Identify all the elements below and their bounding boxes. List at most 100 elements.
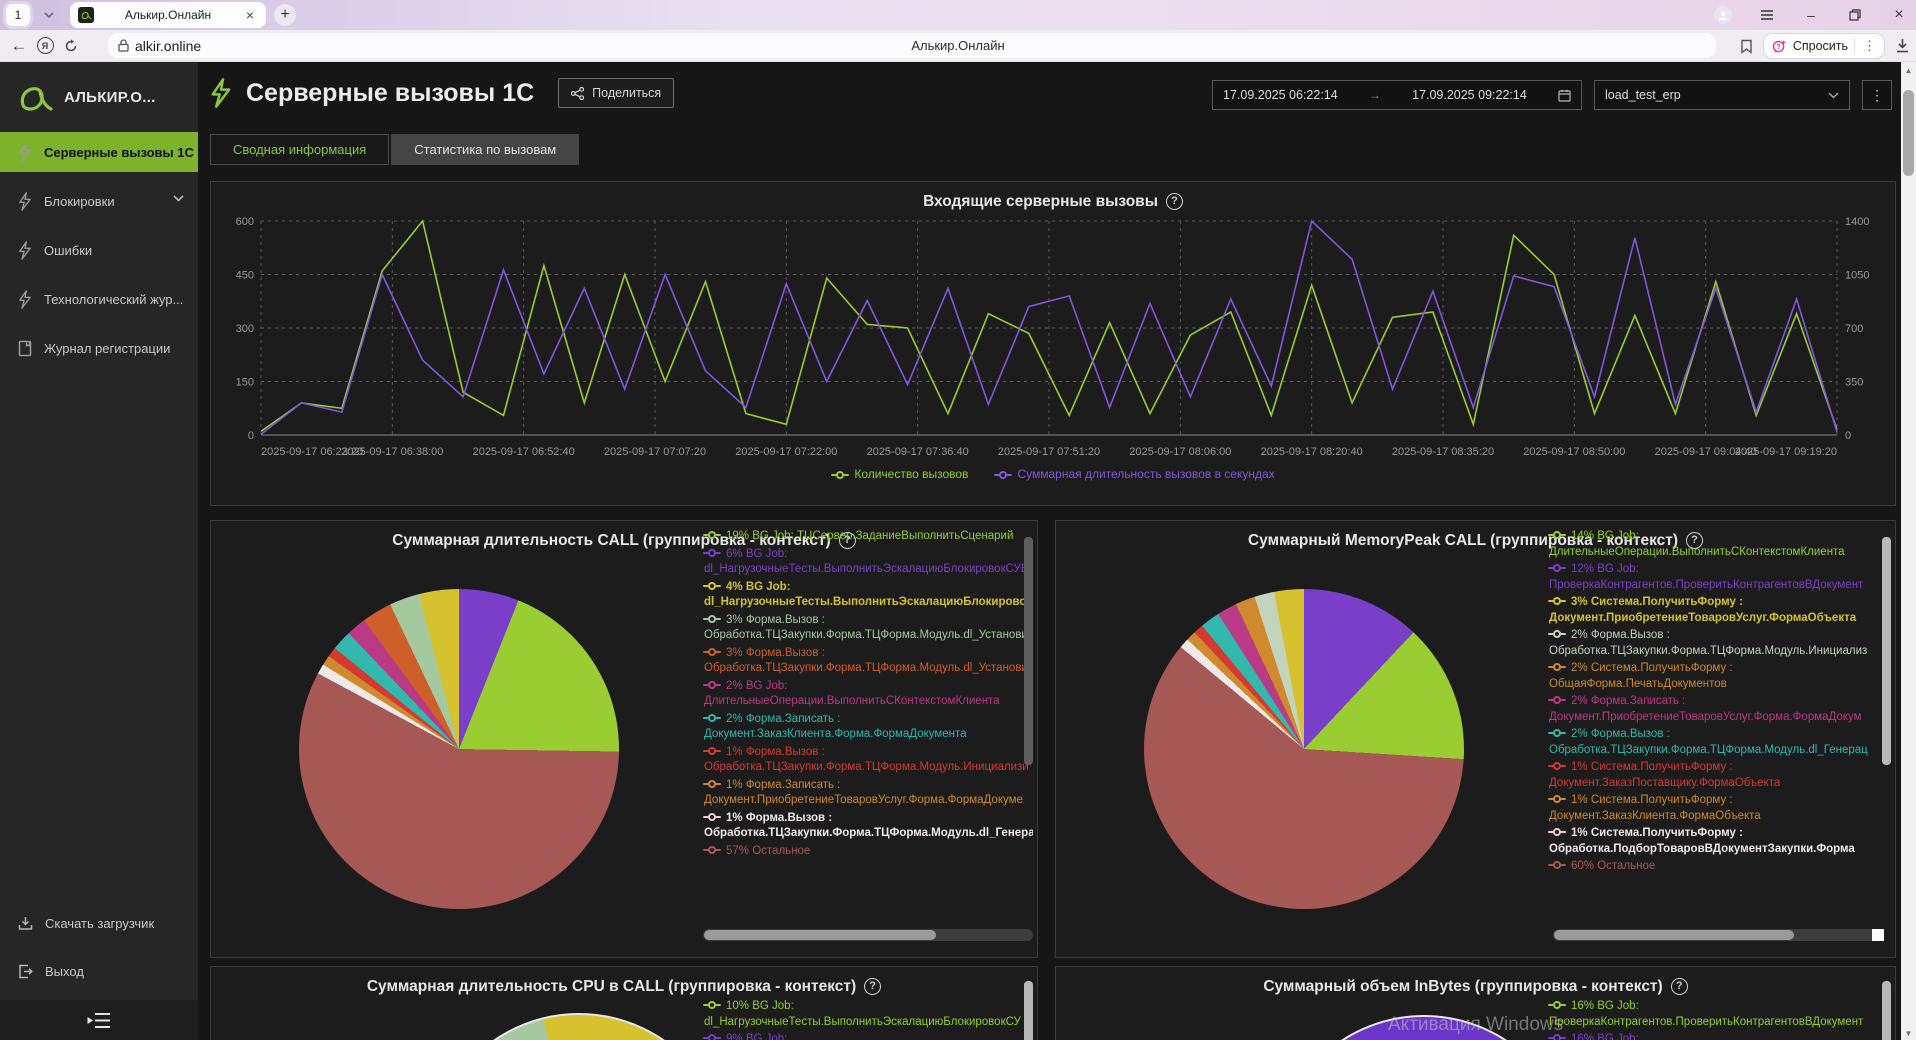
legend-marker bbox=[1548, 563, 1566, 572]
ask-ai-button[interactable]: ? Спросить ⋮ bbox=[1762, 33, 1885, 59]
legend-item[interactable]: 12% BG Job: ПроверкаКонтрагентов.Проверит… bbox=[1548, 563, 1864, 591]
yandex-services-icon[interactable]: Я bbox=[32, 37, 58, 54]
legend-item[interactable]: 19% BG Job: ТЦСервер.ЗаданиеВыполнитьСце… bbox=[703, 529, 1033, 545]
date-range-picker[interactable]: 17.09.2025 06:22:14 → 17.09.2025 09:22:1… bbox=[1212, 80, 1582, 110]
legend-item[interactable]: 2% Форма.Записать : Документ.Приобретение… bbox=[1548, 695, 1862, 723]
legend-vertical-scrollbar[interactable] bbox=[1024, 537, 1033, 765]
legend-item[interactable]: 10% BG Job: dl_НагрузочныеТесты.Выполнить… bbox=[703, 1000, 1021, 1028]
tab-group-chevron-icon[interactable] bbox=[38, 4, 60, 26]
legend-vertical-scrollbar[interactable] bbox=[1882, 981, 1891, 1040]
window-minimize-button[interactable]: – bbox=[1807, 7, 1815, 23]
legend-item[interactable]: 2% Форма.Вызов : Обработка.ТЦЗакупки.Форм… bbox=[1548, 728, 1868, 756]
legend-item[interactable]: 16% BG Job: ПроверкаКонтрагентов.Проверит… bbox=[1548, 1000, 1864, 1028]
sidebar-item-4[interactable]: Журнал регистрации bbox=[0, 328, 198, 368]
legend-marker bbox=[703, 812, 721, 821]
legend-item[interactable]: 2% Система.ПолучитьФорму : ОбщаяФорма.Печ… bbox=[1548, 662, 1733, 690]
svg-text:2025-09-17 08:50:00: 2025-09-17 08:50:00 bbox=[1523, 446, 1625, 458]
legend-item[interactable]: 6% BG Job: dl_НагрузочныеТесты.ВыполнитьЭ… bbox=[703, 547, 1033, 575]
sidebar-bottom-item-logout[interactable]: Выход bbox=[0, 952, 198, 990]
ask-menu-icon[interactable]: ⋮ bbox=[1854, 38, 1876, 54]
page-title: Серверные вызовы 1С bbox=[246, 78, 535, 107]
refresh-icon[interactable] bbox=[58, 39, 84, 53]
legend-item[interactable]: 14% BG Job: ДлительныеОперации.ВыполнитьС… bbox=[1548, 530, 1845, 558]
date-range-arrow-icon: → bbox=[1368, 88, 1381, 102]
help-icon[interactable]: ? bbox=[1686, 532, 1704, 549]
legend-item[interactable]: 16% BG Job: bbox=[1548, 1032, 1878, 1040]
sidebar-item-3[interactable]: Технологический жур... bbox=[0, 279, 198, 319]
legend-item[interactable]: 2% BG Job: ДлительныеОперации.ВыполнитьСК… bbox=[703, 679, 1000, 707]
line-chart[interactable]: 0 150 300 450 600 0 350 700 1050 1400 2025-09-17 0… bbox=[217, 213, 1889, 465]
legend-item[interactable]: 1% Форма.Записать : Документ.Приобретение… bbox=[703, 778, 1023, 806]
share-button[interactable]: Поделиться bbox=[558, 78, 675, 108]
svg-text:350: 350 bbox=[1845, 377, 1863, 389]
legend-horizontal-scrollbar[interactable] bbox=[1553, 929, 1884, 941]
legend-item[interactable]: 1% Система.ПолучитьФорму : Документ.Заказ… bbox=[1548, 794, 1761, 822]
legend-item[interactable]: 57% Остальное bbox=[703, 844, 1033, 860]
scrollbar-down-arrow[interactable]: ▼ bbox=[1904, 1029, 1913, 1038]
legend-item[interactable]: 2% Форма.Записать : Документ.ЗаказКлиента… bbox=[703, 712, 967, 740]
legend-item[interactable]: 3% Система.ПолучитьФорму : Документ.Приоб… bbox=[1548, 596, 1857, 624]
help-icon[interactable]: ? bbox=[838, 532, 856, 549]
pie-legend-memorypeak: 14% BG Job: ДлительныеОперации.ВыполнитьС… bbox=[1548, 529, 1878, 929]
legend-item[interactable]: 9% BG Job: bbox=[703, 1032, 1033, 1040]
lock-icon[interactable] bbox=[118, 39, 129, 52]
pie-chart-duration[interactable] bbox=[299, 589, 619, 909]
chevron-down-icon[interactable] bbox=[173, 195, 184, 202]
sidebar-item-0[interactable]: Серверные вызовы 1С bbox=[0, 132, 198, 172]
legend-vertical-scrollbar[interactable] bbox=[1024, 981, 1033, 1040]
chart-title-cpu-call: Суммарная длительность CPU в CALL (групп… bbox=[366, 978, 857, 995]
omnibox[interactable]: alkir.online bbox=[108, 33, 1716, 58]
scrollbar-thumb[interactable] bbox=[1903, 90, 1914, 176]
legend-marker bbox=[703, 530, 721, 539]
help-icon[interactable]: ? bbox=[1165, 193, 1183, 210]
legend-item[interactable]: 3% Форма.Вызов : Обработка.ТЦЗакупки.Форм… bbox=[703, 646, 1033, 674]
legend-horizontal-scrollbar[interactable] bbox=[703, 929, 1033, 941]
page-lightning-icon bbox=[210, 78, 232, 108]
tab-0[interactable]: Сводная информация bbox=[210, 134, 390, 165]
browser-menu-icon[interactable] bbox=[1758, 6, 1776, 24]
legend-item[interactable]: 4% BG Job: dl_НагрузочныеТесты.ВыполнитьЭ… bbox=[703, 580, 1033, 608]
legend-item[interactable]: Суммарная длительность вызовов в секунда… bbox=[994, 467, 1275, 481]
legend-item[interactable]: 3% Форма.Вызов : Обработка.ТЦЗакупки.Форм… bbox=[703, 613, 1033, 641]
new-tab-button[interactable]: + bbox=[274, 4, 296, 26]
help-icon[interactable]: ? bbox=[1670, 978, 1688, 995]
scrollbar-up-arrow[interactable]: ▲ bbox=[1904, 66, 1913, 75]
calendar-icon[interactable] bbox=[1558, 89, 1571, 102]
collapse-sidebar-icon[interactable] bbox=[87, 1012, 111, 1029]
legend-vertical-scrollbar[interactable] bbox=[1882, 537, 1891, 765]
legend-item[interactable]: Количество вызовов bbox=[831, 467, 968, 481]
window-close-button[interactable]: × bbox=[1894, 6, 1904, 23]
pie-chart-inbytes[interactable] bbox=[1274, 1015, 1574, 1040]
date-to[interactable]: 17.09.2025 09:22:14 bbox=[1412, 88, 1527, 102]
legend-item[interactable]: 1% Система.ПолучитьФорму : Обработка.Подб… bbox=[1548, 827, 1855, 855]
svg-text:2025-09-17 06:52:40: 2025-09-17 06:52:40 bbox=[473, 446, 575, 458]
profile-select-value: load_test_erp bbox=[1605, 88, 1681, 102]
profile-avatar[interactable] bbox=[1714, 6, 1732, 24]
help-icon[interactable]: ? bbox=[864, 978, 882, 995]
back-icon[interactable]: ← bbox=[10, 35, 28, 55]
more-options-button[interactable]: ⋮ bbox=[1862, 80, 1892, 110]
legend-item[interactable]: 1% Система.ПолучитьФорму : Документ.Заказ… bbox=[1548, 761, 1781, 789]
page-scrollbar[interactable]: ▲ ▼ bbox=[1901, 62, 1916, 1040]
window-restore-button[interactable] bbox=[1846, 6, 1864, 24]
share-label: Поделиться bbox=[592, 86, 662, 100]
sidebar-item-2[interactable]: Ошибки bbox=[0, 230, 198, 270]
tab-1[interactable]: Статистика по вызовам bbox=[391, 134, 580, 165]
legend-item[interactable]: 1% Форма.Вызов : Обработка.ТЦЗакупки.Форм… bbox=[703, 811, 1033, 839]
legend-item[interactable]: 60% Остальное bbox=[1548, 859, 1878, 875]
sidebar-item-1[interactable]: Блокировки bbox=[0, 181, 198, 221]
tab-close-icon[interactable]: × bbox=[245, 7, 255, 23]
tab-group-chip[interactable]: 1 bbox=[6, 4, 30, 26]
sidebar-bottom-item-download[interactable]: Скачать загрузчик bbox=[0, 904, 198, 942]
pie-chart-memorypeak[interactable] bbox=[1144, 589, 1464, 909]
profile-select[interactable]: load_test_erp bbox=[1594, 80, 1850, 110]
downloads-icon[interactable] bbox=[1895, 38, 1910, 54]
legend-marker bbox=[1548, 794, 1566, 803]
browser-tab-strip: 1 Алькир.Онлайн × + – × bbox=[0, 0, 1916, 30]
legend-item[interactable]: 1% Форма.Вызов : Обработка.ТЦЗакупки.Форм… bbox=[703, 745, 1029, 773]
date-from[interactable]: 17.09.2025 06:22:14 bbox=[1223, 88, 1338, 102]
legend-item[interactable]: 2% Форма.Вызов : Обработка.ТЦЗакупки.Форм… bbox=[1548, 629, 1868, 657]
pie-chart-cpu[interactable] bbox=[429, 1013, 729, 1040]
bookmark-flag-icon[interactable] bbox=[1740, 39, 1753, 54]
browser-tab[interactable]: Алькир.Онлайн × bbox=[70, 2, 266, 28]
